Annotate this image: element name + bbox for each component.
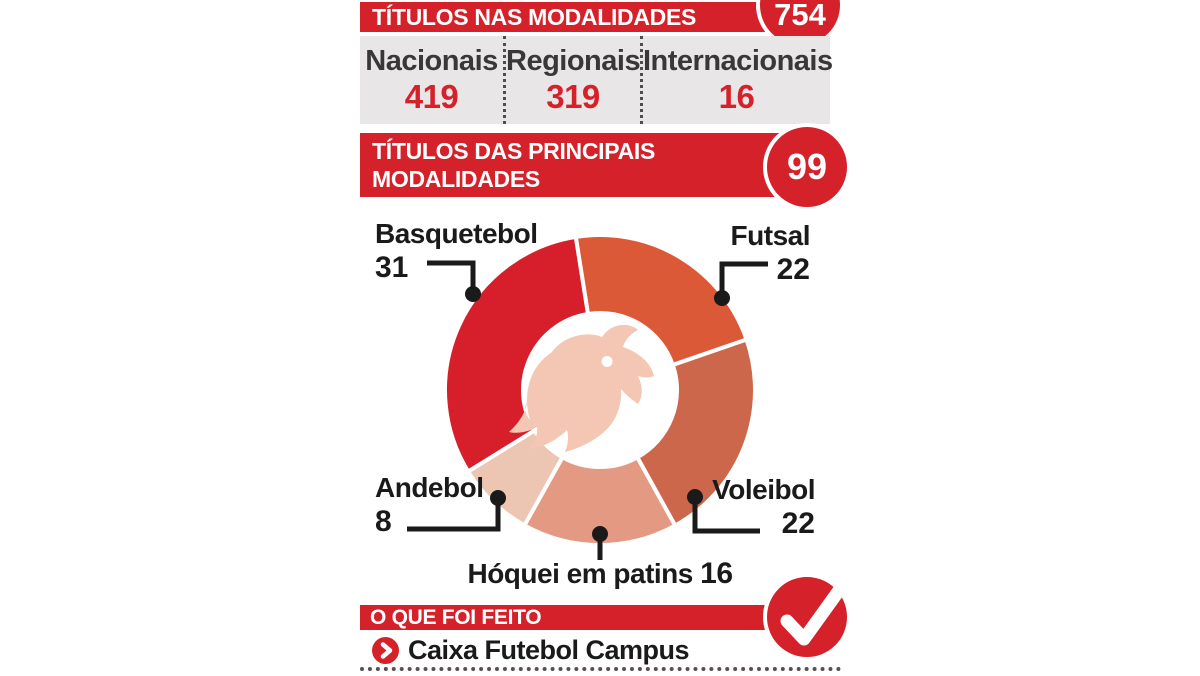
- main-modalities-banner: TÍTULOS DAS PRINCIPAIS MODALIDADES: [360, 133, 830, 197]
- callout-dot-basquetebol: [465, 286, 481, 302]
- callout-line-basquetebol: [427, 260, 476, 294]
- callout-dots: [465, 286, 730, 542]
- segment-label-hoquei-em-patins: Hóquei em patins 16: [360, 558, 840, 590]
- done-banner-title: O QUE FOI FEITO: [370, 606, 542, 629]
- eagle-emblem-icon: [509, 324, 654, 452]
- main-titles-value: 99: [786, 146, 828, 187]
- callout-line-andebol: [407, 498, 501, 532]
- check-badge: [763, 573, 851, 661]
- totals-column-regionais: Regionais 319: [503, 36, 641, 124]
- donut-segments: [443, 233, 757, 547]
- modalities-banner-title: TÍTULOS NAS MODALIDADES: [372, 4, 697, 30]
- check-icon: [780, 582, 847, 646]
- segment-value-basquetebol: 31: [375, 251, 409, 284]
- main-titles-badge: 99: [763, 123, 851, 211]
- totals-label: Regionais: [506, 45, 641, 77]
- done-item-label: Caixa Futebol Campus: [408, 635, 690, 665]
- arrow-bullet-icon: [372, 637, 399, 664]
- callout-dot-andebol: [490, 490, 506, 506]
- callout-lines: [407, 260, 768, 560]
- main-modalities-title-line2: MODALIDADES: [372, 166, 540, 192]
- totals-column-internacionais: Internacionais 16: [640, 36, 833, 124]
- done-list-item: Caixa Futebol Campus: [372, 635, 690, 666]
- dotted-divider: [360, 667, 841, 671]
- callout-dot-voleibol: [687, 489, 703, 505]
- donut-chart: Basquetebol 31 Futsal 22 Andebol 8 Volei…: [360, 210, 840, 605]
- totals-value: 319: [546, 78, 600, 115]
- callout-dot-hoquei: [592, 526, 608, 542]
- segment-label-voleibol: Voleibol: [712, 474, 815, 505]
- segment-label-andebol: Andebol: [375, 472, 484, 503]
- segment-label-text: Hóquei em patins: [467, 558, 693, 589]
- segment-value-andebol: 8: [375, 505, 392, 538]
- done-banner: O QUE FOI FEITO: [360, 605, 790, 630]
- donut-chart-svg: [407, 233, 768, 560]
- totals-box: Nacionais 419 Regionais 319 Internaciona…: [360, 36, 833, 124]
- callout-dot-futsal: [714, 290, 730, 306]
- callout-line-futsal: [719, 261, 768, 298]
- segment-value-futsal: 22: [776, 253, 810, 286]
- totals-label: Nacionais: [365, 45, 498, 77]
- segment-label-futsal: Futsal: [730, 220, 811, 251]
- totals-value: 16: [718, 78, 755, 115]
- segment-label-basquetebol: Basquetebol: [375, 218, 538, 249]
- total-titles-value: 754: [774, 0, 826, 32]
- segment-value-hoquei-em-patins: 16: [700, 557, 733, 590]
- totals-value: 419: [404, 78, 459, 115]
- main-modalities-title-line1: TÍTULOS DAS PRINCIPAIS: [372, 138, 656, 164]
- totals-label: Internacionais: [643, 45, 833, 77]
- callout-line-voleibol: [692, 497, 760, 534]
- segment-value-voleibol: 22: [781, 507, 815, 540]
- totals-column-nacionais: Nacionais 419: [360, 36, 503, 124]
- modalities-banner: TÍTULOS NAS MODALIDADES: [360, 2, 830, 32]
